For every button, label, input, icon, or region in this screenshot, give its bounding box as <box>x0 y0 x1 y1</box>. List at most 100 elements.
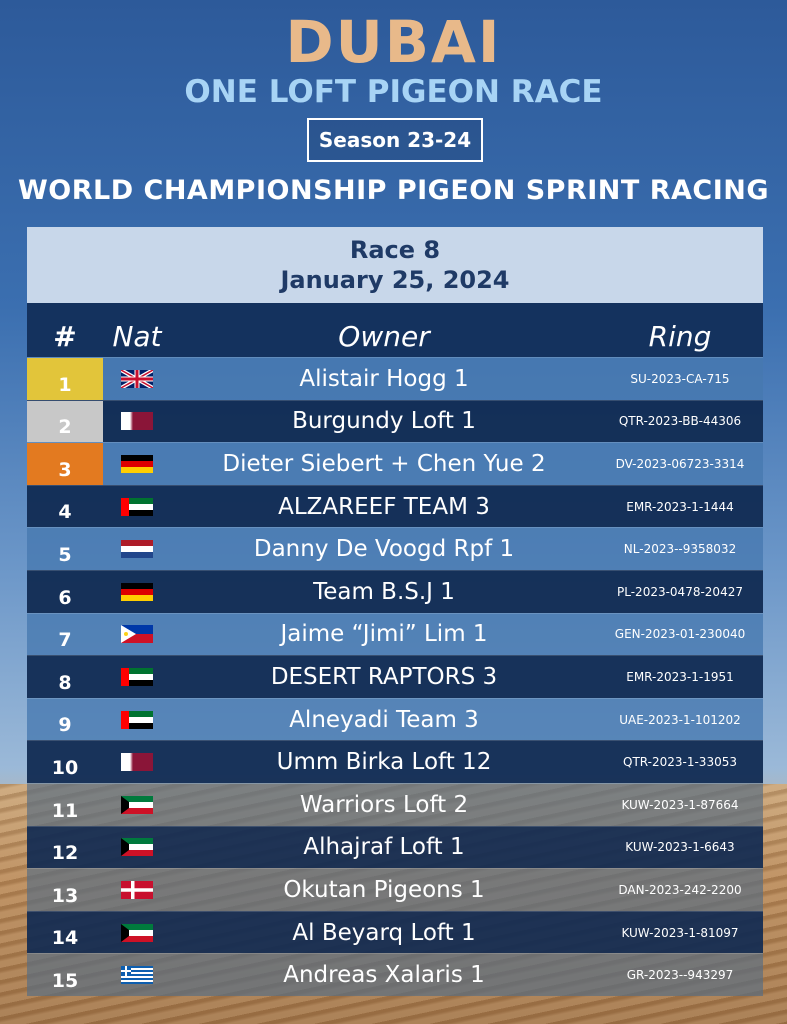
position-cell: 5 <box>58 543 72 566</box>
position-cell: 12 <box>51 842 79 865</box>
table-row: 7 Jaime “Jimi” Lim 1 GEN-2023-01-230040 <box>27 612 763 656</box>
owner-cell: Dieter Siebert + Chen Yue 2 <box>222 450 546 477</box>
position-cell: 3 <box>27 443 103 485</box>
qatar-flag-icon <box>121 412 153 431</box>
nationality-cell <box>103 401 171 443</box>
nationality-cell <box>103 784 171 826</box>
ring-cell: KUW-2023-1-6643 <box>625 840 735 855</box>
nationality-cell <box>103 528 171 570</box>
owner-cell: Al Beyarq Loft 1 <box>292 919 476 946</box>
nationality-cell <box>103 699 171 741</box>
uae-flag-icon <box>121 497 153 516</box>
position-cell: 14 <box>51 927 79 950</box>
netherlands-flag-icon <box>121 540 153 559</box>
ring-cell: UAE-2023-1-101202 <box>619 712 741 727</box>
owner-cell: ALZAREEF TEAM 3 <box>278 493 490 520</box>
race-date: January 25, 2024 <box>280 266 510 294</box>
ring-cell: EMR-2023-1-1951 <box>626 669 734 684</box>
table-row: 13 Okutan Pigeons 1 DAN-2023-242-2200 <box>27 868 763 911</box>
owner-cell: DESERT RAPTORS 3 <box>270 663 498 690</box>
championship-title: WORLD CHAMPIONSHIP PIGEON SPRINT RACING <box>17 175 770 206</box>
table-row: 6 Team B.S.J 1 PL-2023-0478-20427 <box>27 569 763 613</box>
greece-flag-icon <box>121 966 153 985</box>
results-table: Race 8 January 25, 2024 # Nat Owner Ring… <box>27 227 763 997</box>
table-row: 5 Danny De Voogd Rpf 1 NL-2023--9358032 <box>27 527 763 570</box>
table-row: 14 Al Beyarq Loft 1 KUW-2023-1-81097 <box>27 910 763 954</box>
position-cell: 11 <box>51 799 79 822</box>
owner-cell: Team B.S.J 1 <box>313 578 455 605</box>
table-row: 12 Alhajraf Loft 1 KUW-2023-1-6643 <box>27 825 763 869</box>
ring-cell: GR-2023--943297 <box>626 968 734 983</box>
table-row: 3 Dieter Siebert + Chen Yue 2 DV-2023-0672… <box>27 442 763 485</box>
ring-cell: SU-2023-CA-715 <box>630 371 730 386</box>
position-cell: 10 <box>51 756 79 779</box>
kuwait-flag-icon <box>121 923 153 942</box>
table-row: 9 Alneyadi Team 3 UAE-2023-1-101202 <box>27 697 763 741</box>
position-cell: 8 <box>58 671 72 694</box>
table-row: 15 Andreas Xalaris 1 GR-2023--943297 <box>27 953 763 996</box>
nationality-cell <box>103 614 171 656</box>
table-row: 2 Burgundy Loft 1 QTR-2023-BB-44306 <box>27 399 763 443</box>
qatar-flag-icon <box>121 753 153 772</box>
germany-flag-icon <box>121 454 153 473</box>
nationality-cell <box>103 869 171 911</box>
nationality-cell <box>103 741 171 783</box>
column-header-owner: Owner <box>338 320 430 353</box>
ring-cell: KUW-2023-1-81097 <box>621 925 739 940</box>
season-badge: Season 23-24 <box>307 118 483 162</box>
nationality-cell <box>103 912 171 954</box>
nationality-cell <box>103 827 171 869</box>
table-row: 8 DESERT RAPTORS 3 EMR-2023-1-1951 <box>27 655 763 698</box>
results-rows: 1 Alistair Hogg 1 SU-2023-CA-715 2 Burgundy … <box>27 357 763 996</box>
owner-cell: Burgundy Loft 1 <box>292 408 476 435</box>
race-header: Race 8 January 25, 2024 <box>27 227 763 303</box>
table-row: 4 ALZAREEF TEAM 3 EMR-2023-1-1444 <box>27 484 763 528</box>
column-header-ring: Ring <box>648 320 712 353</box>
owner-cell: Alhajraf Loft 1 <box>303 834 465 861</box>
position-cell: 4 <box>58 501 72 524</box>
owner-cell: Alneyadi Team 3 <box>289 706 479 733</box>
kuwait-flag-icon <box>121 838 153 857</box>
position-cell: 15 <box>51 969 79 992</box>
owner-cell: Umm Birka Loft 12 <box>276 749 492 776</box>
owner-cell: Alistair Hogg 1 <box>299 365 469 392</box>
nationality-cell <box>103 571 171 613</box>
position-cell: 13 <box>51 884 79 907</box>
philippines-flag-icon <box>121 625 153 644</box>
uae-flag-icon <box>121 667 153 686</box>
table-row: 1 Alistair Hogg 1 SU-2023-CA-715 <box>27 357 763 400</box>
ring-cell: EMR-2023-1-1444 <box>626 499 734 514</box>
owner-cell: Jaime “Jimi” Lim 1 <box>280 621 488 648</box>
germany-flag-icon <box>121 582 153 601</box>
table-row: 11 Warriors Loft 2 KUW-2023-1-87664 <box>27 782 763 826</box>
nationality-cell <box>103 954 171 996</box>
uae-flag-icon <box>121 710 153 729</box>
ring-cell: DAN-2023-242-2200 <box>618 882 742 897</box>
owner-cell: Warriors Loft 2 <box>299 791 469 818</box>
denmark-flag-icon <box>121 880 153 899</box>
nationality-cell <box>103 443 171 485</box>
column-header-num: # <box>53 320 77 353</box>
owner-cell: Okutan Pigeons 1 <box>283 876 485 903</box>
page-subtitle: ONE LOFT PIGEON RACE <box>184 74 603 110</box>
nationality-cell <box>103 486 171 528</box>
ring-cell: QTR-2023-BB-44306 <box>618 414 742 429</box>
owner-cell: Danny De Voogd Rpf 1 <box>253 536 515 563</box>
position-cell: 1 <box>27 358 103 400</box>
position-cell: 7 <box>58 629 72 652</box>
owner-cell: Andreas Xalaris 1 <box>283 962 485 989</box>
ring-cell: DV-2023-06723-3314 <box>615 456 745 471</box>
ring-cell: QTR-2023-1-33053 <box>623 755 737 770</box>
page-title: DUBAI <box>285 8 502 76</box>
nationality-cell <box>103 656 171 698</box>
ring-cell: GEN-2023-01-230040 <box>614 627 746 642</box>
position-cell: 6 <box>58 586 72 609</box>
table-row: 10 Umm Birka Loft 12 QTR-2023-1-33053 <box>27 740 763 783</box>
uk-flag-icon <box>121 369 153 388</box>
column-header-nat: Nat <box>112 320 162 353</box>
column-headers: # Nat Owner Ring <box>27 303 763 357</box>
race-name: Race 8 <box>349 236 441 264</box>
ring-cell: NL-2023--9358032 <box>623 542 737 557</box>
position-cell: 9 <box>58 714 72 737</box>
ring-cell: KUW-2023-1-87664 <box>621 797 739 812</box>
